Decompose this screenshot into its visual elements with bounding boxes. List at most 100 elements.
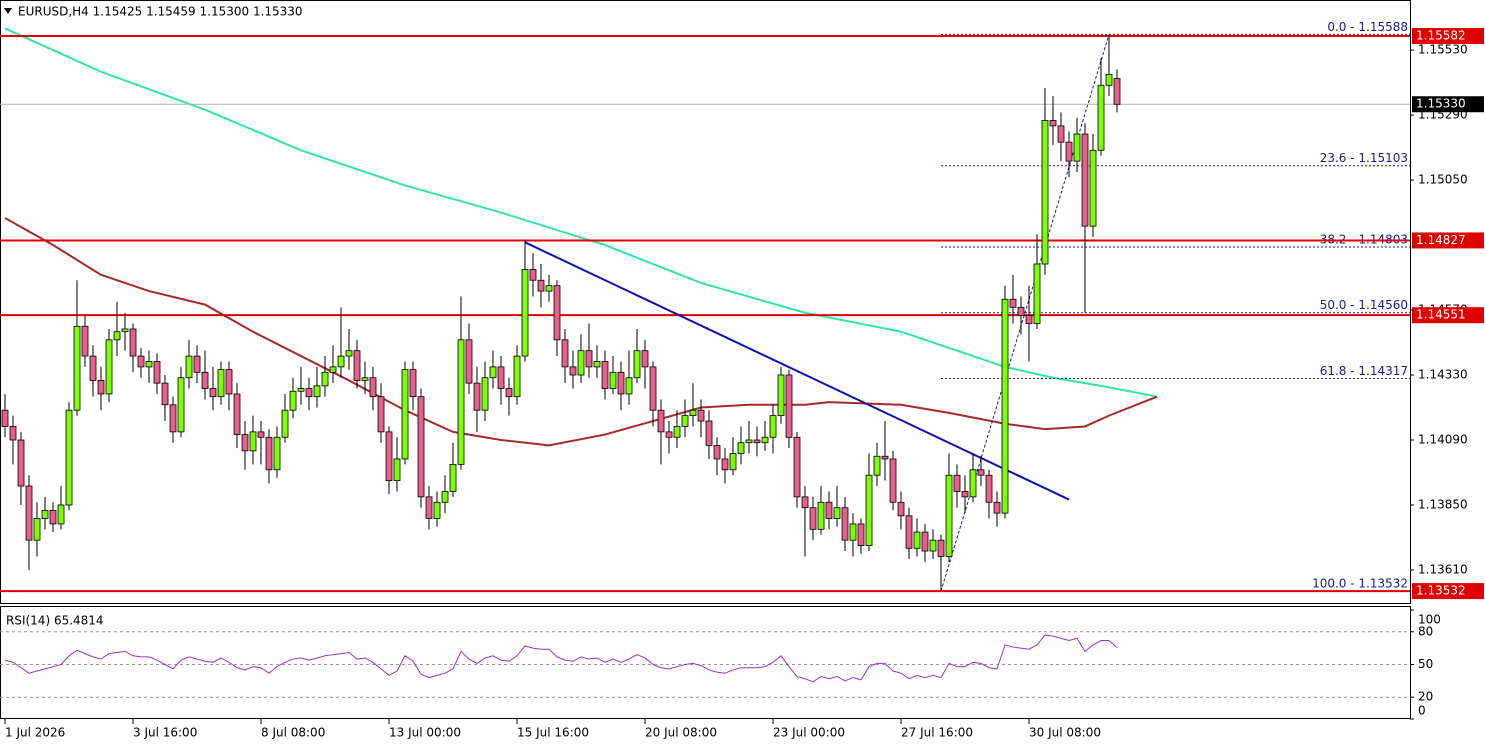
candle-body <box>537 279 545 292</box>
rsi-frame <box>0 606 1411 719</box>
candle-body <box>833 507 841 519</box>
candle-body <box>337 355 345 368</box>
candle-body <box>889 458 897 503</box>
candle-body <box>929 539 937 552</box>
candle-body <box>753 439 761 444</box>
x-tick-label: 8 Jul 08:00 <box>261 726 325 740</box>
candle-body <box>561 339 569 368</box>
candle-body <box>521 269 529 357</box>
candle-body <box>465 339 473 384</box>
candle-body <box>169 404 177 433</box>
candle-body <box>1113 78 1121 105</box>
main-frame <box>0 0 1411 604</box>
candle-body <box>33 518 41 541</box>
level-label-box <box>1412 232 1484 249</box>
candle-body <box>681 415 689 427</box>
candle-body <box>921 531 929 552</box>
candle-body <box>617 371 625 395</box>
x-tick-label: 1 Jul 2026 <box>5 726 65 740</box>
fib-label: 50.0 - 1.14560 <box>1320 298 1408 312</box>
rsi-title: RSI(14) 65.4814 <box>6 614 104 628</box>
level-label: 1.14551 <box>1416 308 1466 322</box>
y-tick-label: 1.14330 <box>1418 368 1468 382</box>
x-tick-label: 23 Jul 00:00 <box>773 726 845 740</box>
candle-body <box>161 382 169 406</box>
candle-body <box>177 377 185 433</box>
candle-body <box>817 501 825 530</box>
candle-body <box>913 531 921 549</box>
candle-body <box>65 409 73 506</box>
candle-body <box>1 409 9 427</box>
candle-body <box>353 350 361 381</box>
fib-label: 0.0 - 1.15588 <box>1327 20 1408 34</box>
rsi-line <box>4 634 1118 683</box>
candle-body <box>1001 298 1009 514</box>
y-tick-label: 1.13610 <box>1418 562 1468 576</box>
candle-body <box>121 328 129 333</box>
candle-body <box>737 442 745 454</box>
candle-body <box>409 369 417 398</box>
candle-body <box>857 523 865 546</box>
candle-body <box>713 445 721 460</box>
candle-body <box>937 539 945 557</box>
candle-body <box>961 491 969 498</box>
candle-body <box>377 396 385 433</box>
candle-body <box>809 507 817 530</box>
candle-body <box>513 355 521 398</box>
rsi-tick-label: 50 <box>1418 657 1433 671</box>
candle-body <box>641 350 649 368</box>
candle-body <box>481 377 489 411</box>
candle-body <box>601 361 609 389</box>
candle-body <box>545 285 553 292</box>
candle-body <box>585 350 593 368</box>
candle-body <box>825 501 833 519</box>
candle-body <box>769 415 777 438</box>
level-label-box <box>1412 583 1484 600</box>
candle-body <box>297 388 305 392</box>
level-label: 1.15582 <box>1416 29 1466 43</box>
candle-body <box>209 388 217 398</box>
moving-average <box>4 27 1158 398</box>
candle-body <box>113 331 121 341</box>
candle-body <box>945 474 953 557</box>
candle-body <box>1081 133 1089 227</box>
candle-body <box>673 426 681 438</box>
candle-body <box>785 374 793 438</box>
candle-body <box>745 439 753 444</box>
candle-body <box>953 474 961 492</box>
candle-body <box>193 355 201 373</box>
candle-body <box>17 439 25 487</box>
current-price-box <box>1412 96 1484 113</box>
candle-body <box>249 431 257 452</box>
candle-body <box>97 380 105 395</box>
x-tick-label: 27 Jul 16:00 <box>901 726 973 740</box>
candle-body <box>1057 125 1065 143</box>
candle-body <box>1017 306 1025 316</box>
candle-body <box>593 361 601 368</box>
candle-body <box>777 374 785 417</box>
candle-body <box>1097 84 1105 151</box>
rsi-tick-label: 100 <box>1418 613 1441 627</box>
candle-body <box>529 269 537 281</box>
candle-body <box>609 371 617 389</box>
candle-body <box>865 474 873 546</box>
candle-body <box>153 361 161 384</box>
candle-body <box>441 491 449 503</box>
candle-body <box>393 458 401 482</box>
candle-body <box>81 325 89 357</box>
candle-body <box>969 469 977 498</box>
fib-label: 100.0 - 1.13532 <box>1312 577 1408 591</box>
symbol-title: EURUSD,H4 1.15425 1.15459 1.15300 1.1533… <box>18 5 303 19</box>
candle-body <box>41 509 49 519</box>
candle-body <box>1065 141 1073 162</box>
candle-body <box>1041 120 1049 265</box>
candle-body <box>385 431 393 482</box>
candle-body <box>489 366 497 379</box>
candle-body <box>665 431 673 438</box>
menu-arrow[interactable] <box>4 8 12 14</box>
candle-body <box>361 377 369 381</box>
candle-body <box>105 339 113 395</box>
candle-body <box>241 434 249 452</box>
candle-body <box>497 366 505 389</box>
